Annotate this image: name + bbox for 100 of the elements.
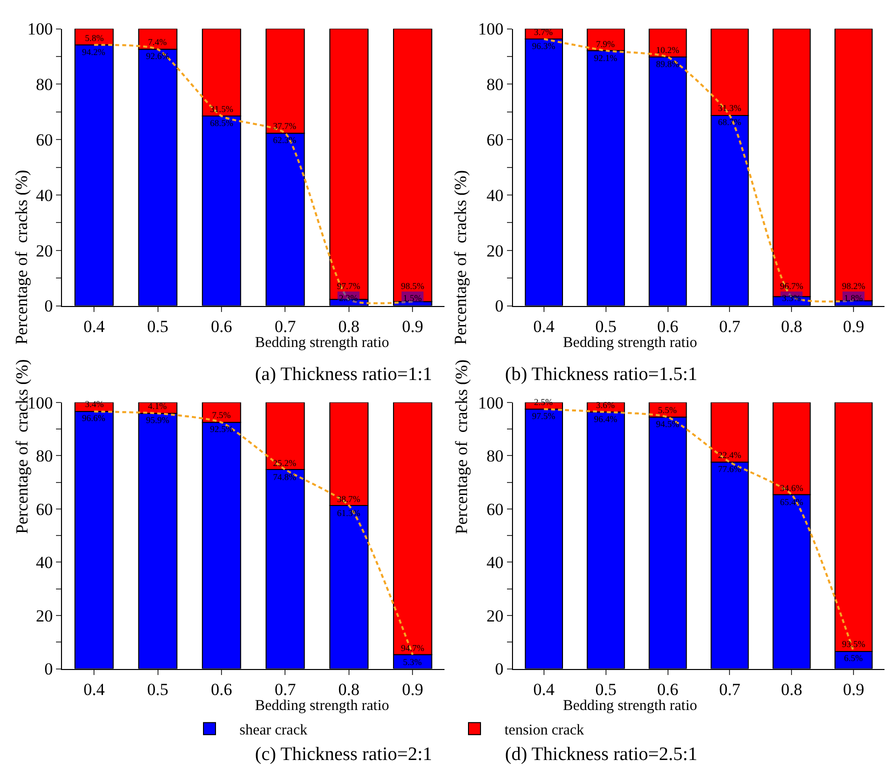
x-tick-label: 0.5 [147, 680, 168, 700]
y-tick-label: 100 [478, 20, 504, 39]
x-tick-label: 0.4 [83, 680, 106, 700]
y-tick-label: 80 [486, 75, 504, 94]
y-tick-label: 80 [36, 75, 53, 94]
data-label: 7.5% [212, 410, 232, 420]
x-tick-label: 0.5 [595, 317, 616, 336]
x-tick-label: 0.4 [533, 317, 556, 336]
data-label: 31.3% [718, 103, 742, 113]
data-label: 98.2% [842, 281, 866, 291]
data-label: 97.5% [532, 411, 556, 421]
data-label: 6.5% [844, 653, 864, 663]
y-tick-label: 20 [36, 241, 53, 260]
x-tick-label: 0.6 [657, 680, 678, 700]
x-tick-label: 0.7 [274, 680, 296, 700]
data-label: 1.8% [844, 293, 864, 303]
data-label: 61.3% [337, 508, 361, 518]
data-label: 97.7% [337, 281, 361, 291]
data-label: 37.7% [273, 121, 297, 131]
data-label: 10.2% [656, 45, 680, 55]
data-label: 34.6% [780, 483, 804, 493]
data-label: 94.7% [401, 643, 425, 653]
data-label: 5.8% [85, 33, 104, 43]
text: (c) Thickness ratio=2:1 [255, 744, 432, 765]
data-label: 96.4% [594, 414, 618, 424]
data-label: 96.3% [532, 41, 556, 51]
data-label: 77.6% [718, 464, 742, 474]
data-label: 31.5% [210, 104, 234, 114]
y-axis-title: Percentage of cracks (%) [451, 170, 470, 345]
x-tick-label: 0.6 [210, 317, 232, 336]
x-tick-label: 0.9 [842, 680, 864, 700]
y-tick-label: 40 [486, 186, 504, 205]
y-tick-label: 80 [486, 446, 504, 466]
data-label: 74.8% [273, 472, 297, 482]
data-label: 93.5% [842, 639, 866, 649]
y-tick-label: 0 [495, 296, 504, 316]
y-tick-label: 60 [36, 130, 53, 150]
text: (d) Thickness ratio=2.5:1 [505, 744, 698, 765]
x-tick-label: 0.7 [719, 680, 741, 700]
y-tick-label: 60 [36, 500, 53, 519]
y-tick-label: 40 [36, 186, 53, 205]
data-label: 92.6% [146, 51, 170, 61]
x-tick-label: 0.9 [402, 680, 424, 700]
x-tick-label: 0.9 [842, 317, 864, 336]
y-tick-label: 0 [44, 296, 53, 316]
x-tick-label: 0.8 [781, 680, 802, 700]
y-tick-label: 20 [486, 241, 504, 260]
y-tick-label: 100 [478, 393, 504, 412]
y-tick-label: 40 [486, 553, 504, 572]
y-tick-label: 20 [36, 606, 53, 626]
x-tick-label: 0.5 [147, 317, 168, 336]
y-tick-label: 80 [36, 446, 53, 466]
data-label: 7.4% [148, 37, 168, 47]
data-label: 68.7% [718, 117, 742, 127]
data-label: 22.4% [718, 450, 742, 460]
data-label: 96.7% [780, 281, 804, 291]
data-label: 62.3% [273, 135, 297, 145]
data-label: 92.5% [210, 424, 234, 434]
x-tick-label: 0.8 [338, 317, 360, 336]
data-label: 5.5% [658, 405, 678, 415]
x-axis-title: Bedding strength ratio [255, 335, 390, 351]
data-label: 95.9% [146, 415, 170, 425]
data-label: 96.6% [82, 413, 106, 423]
data-label: 3.7% [534, 27, 554, 37]
y-tick-label: 60 [486, 130, 504, 150]
bar [393, 28, 432, 302]
y-tick-label: 0 [495, 660, 504, 679]
data-label: 89.8% [656, 59, 680, 69]
x-tick-label: 0.7 [274, 317, 296, 336]
x-tick-label: 0.8 [781, 317, 802, 336]
x-tick-label: 0.4 [83, 317, 106, 336]
data-label: 68.5% [210, 118, 234, 128]
y-axis-title: Percentage of cracks (%) [452, 359, 471, 534]
x-tick-label: 0.6 [657, 317, 678, 336]
y-tick-label: 60 [486, 500, 504, 519]
data-label: 38.7% [337, 494, 361, 504]
x-axis-title: Bedding strength ratio [255, 698, 390, 714]
data-label: 4.1% [148, 401, 168, 411]
x-tick-label: 0.8 [338, 680, 360, 700]
data-label: 94.5% [656, 419, 680, 429]
x-axis-title: Bedding strength ratio [563, 335, 698, 351]
data-label: 94.2% [82, 47, 106, 57]
data-label: 3.6% [596, 400, 616, 410]
data-label: 5.3% [403, 657, 422, 667]
y-tick-label: 20 [486, 606, 504, 626]
data-label: 1.5% [403, 293, 422, 303]
data-label: 7.9% [596, 39, 616, 49]
x-tick-label: 0.7 [719, 317, 741, 336]
x-tick-label: 0.5 [595, 680, 616, 700]
x-tick-label: 0.4 [533, 680, 556, 700]
y-tick-label: 40 [36, 553, 53, 572]
data-label: 92.1% [594, 53, 618, 63]
data-label: 98.5% [401, 281, 425, 291]
y-tick-label: 100 [27, 20, 53, 39]
text: (a) Thickness ratio=1:1 [255, 364, 432, 385]
y-tick-label: 0 [44, 660, 53, 679]
bar [834, 28, 873, 302]
x-tick-label: 0.6 [210, 680, 232, 700]
text: (b) Thickness ratio=1.5:1 [505, 364, 698, 385]
data-label: 25.2% [273, 458, 297, 468]
